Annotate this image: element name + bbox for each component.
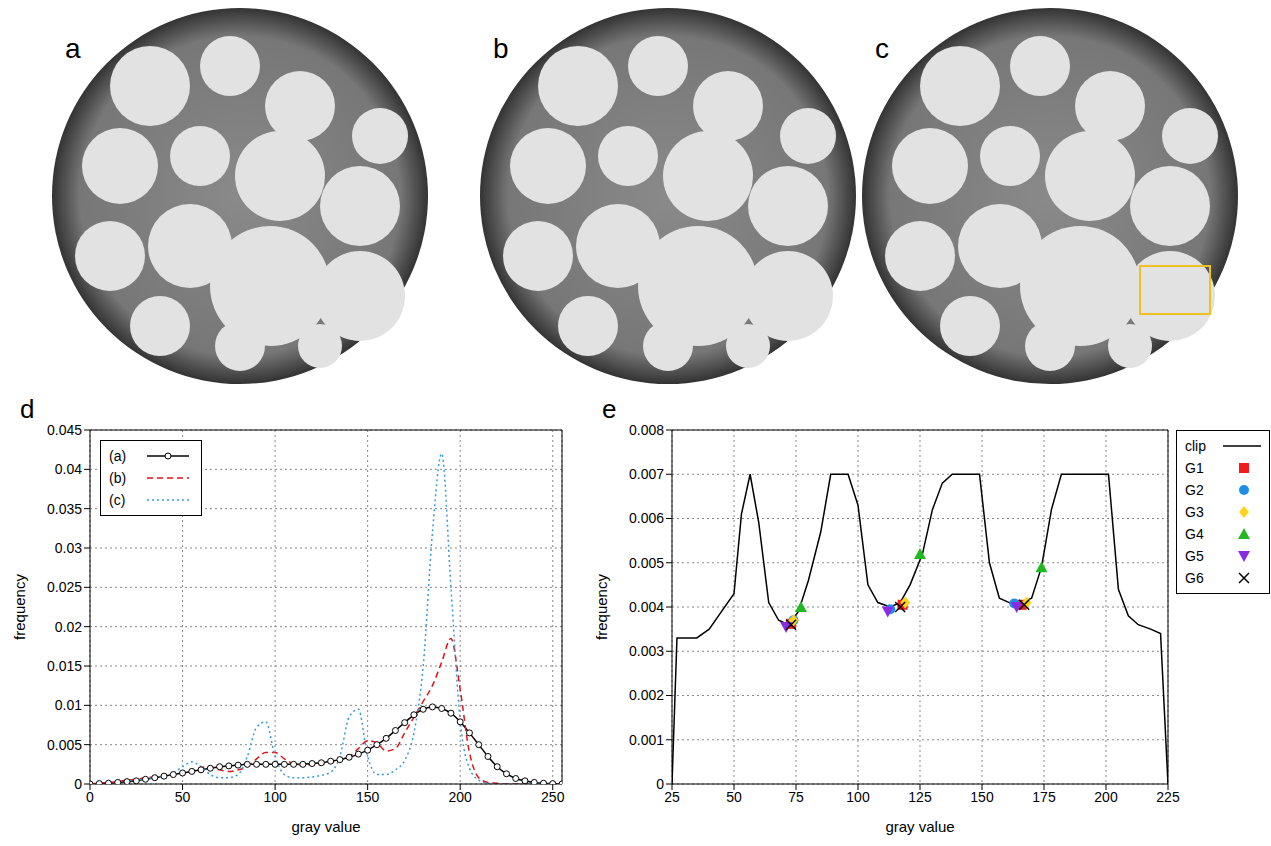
html-text:(c): (c) xyxy=(109,492,126,508)
svg-text:0.02: 0.02 xyxy=(55,619,82,635)
svg-text:0.002: 0.002 xyxy=(629,687,664,703)
svg-text:175: 175 xyxy=(1032,789,1056,805)
svg-text:0: 0 xyxy=(86,789,94,805)
html-text:G3: G3 xyxy=(1185,504,1204,520)
html-text:(b): (b) xyxy=(109,470,127,486)
svg-text:50: 50 xyxy=(726,789,742,805)
svg-text:0: 0 xyxy=(74,776,82,792)
svg-text:200: 200 xyxy=(1094,789,1118,805)
html-text:G5: G5 xyxy=(1185,548,1204,564)
svg-text:150: 150 xyxy=(356,789,380,805)
svg-text:100: 100 xyxy=(263,789,287,805)
html-text:G1: G1 xyxy=(1185,460,1204,476)
svg-text:25: 25 xyxy=(664,789,680,805)
svg-text:0.001: 0.001 xyxy=(629,732,664,748)
svg-text:c: c xyxy=(875,33,889,64)
html-text:d: d xyxy=(20,394,35,424)
svg-text:0: 0 xyxy=(656,776,664,792)
html-text:e: e xyxy=(602,394,617,424)
svg-text:125: 125 xyxy=(908,789,932,805)
html-text:G4: G4 xyxy=(1185,526,1204,542)
svg-text:0.03: 0.03 xyxy=(55,540,82,556)
svg-text:0.035: 0.035 xyxy=(47,501,82,517)
svg-text:0.04: 0.04 xyxy=(55,461,82,477)
svg-text:0.005: 0.005 xyxy=(47,737,82,753)
svg-text:0.004: 0.004 xyxy=(629,599,664,615)
svg-text:200: 200 xyxy=(449,789,473,805)
svg-text:b: b xyxy=(493,33,509,64)
svg-text:0.015: 0.015 xyxy=(47,658,82,674)
svg-text:75: 75 xyxy=(788,789,804,805)
svg-text:0.025: 0.025 xyxy=(47,579,82,595)
svg-text:100: 100 xyxy=(846,789,870,805)
svg-text:0.005: 0.005 xyxy=(629,555,664,571)
svg-text:0.006: 0.006 xyxy=(629,510,664,526)
svg-text:frequency: frequency xyxy=(11,574,28,640)
svg-text:225: 225 xyxy=(1156,789,1180,805)
svg-text:250: 250 xyxy=(541,789,565,805)
html-text:G6: G6 xyxy=(1185,570,1204,586)
svg-text:150: 150 xyxy=(970,789,994,805)
svg-text:50: 50 xyxy=(175,789,191,805)
svg-text:gray value: gray value xyxy=(291,818,360,835)
svg-text:frequency: frequency xyxy=(593,574,610,640)
svg-text:gray value: gray value xyxy=(885,818,954,835)
svg-text:0.007: 0.007 xyxy=(629,466,664,482)
svg-text:0.008: 0.008 xyxy=(629,422,664,438)
svg-text:0.01: 0.01 xyxy=(55,697,82,713)
svg-text:a: a xyxy=(65,33,81,64)
html-text:clip: clip xyxy=(1185,438,1206,454)
html-text:(a): (a) xyxy=(109,448,127,464)
svg-text:0.003: 0.003 xyxy=(629,643,664,659)
html-text:G2: G2 xyxy=(1185,482,1204,498)
svg-text:0.045: 0.045 xyxy=(47,422,82,438)
